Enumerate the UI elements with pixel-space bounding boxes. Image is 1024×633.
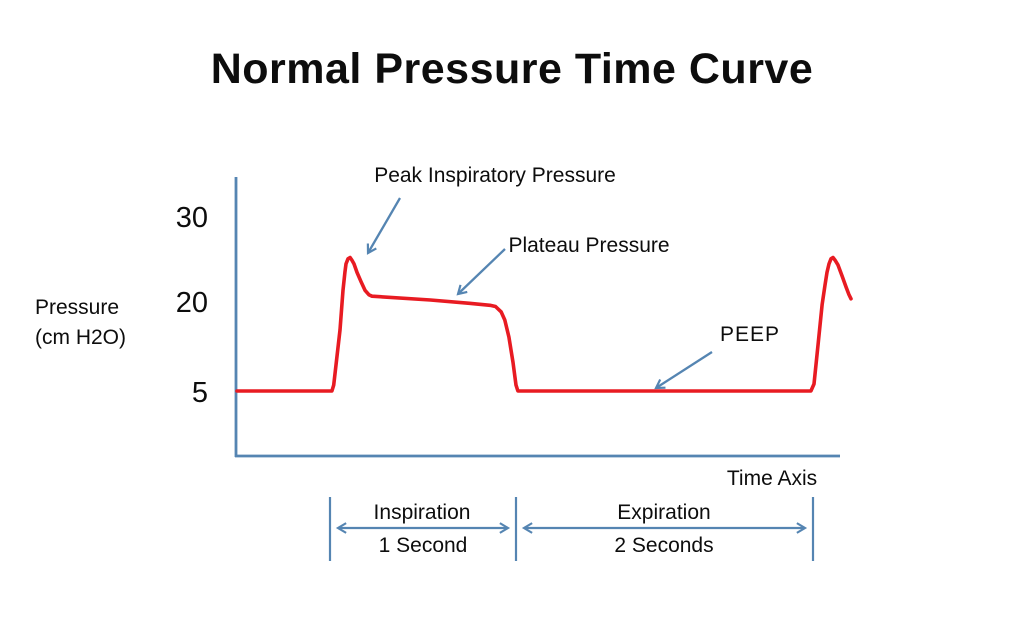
y-axis-label: Pressure (cm H2O) <box>35 293 126 353</box>
phase-expiration-duration: 2 Seconds <box>614 534 714 557</box>
plateau-pressure-arrow <box>456 248 506 296</box>
y-tick-20: 20 <box>175 287 208 319</box>
annotation-peak-inspiratory-pressure: Peak Inspiratory Pressure <box>374 164 616 187</box>
annotation-peep: PEEP <box>719 323 781 346</box>
x-axis-label: Time Axis <box>726 467 818 490</box>
y-axis-label-line2: (cm H2O) <box>35 326 126 349</box>
peep-arrow <box>654 351 713 390</box>
pressure-curve <box>235 255 853 393</box>
y-tick-30: 30 <box>175 202 208 234</box>
phase-expiration-label: Expiration <box>617 501 711 524</box>
figure-title: Normal Pressure Time Curve <box>210 45 814 93</box>
y-axis-label-line1: Pressure <box>35 296 120 319</box>
annotation-plateau-pressure: Plateau Pressure <box>508 234 670 257</box>
peak-inspiratory-pressure-arrow <box>366 197 401 255</box>
phase-inspiration-duration: 1 Second <box>378 534 468 557</box>
phase-inspiration-label: Inspiration <box>373 501 471 524</box>
y-tick-5: 5 <box>191 377 208 409</box>
